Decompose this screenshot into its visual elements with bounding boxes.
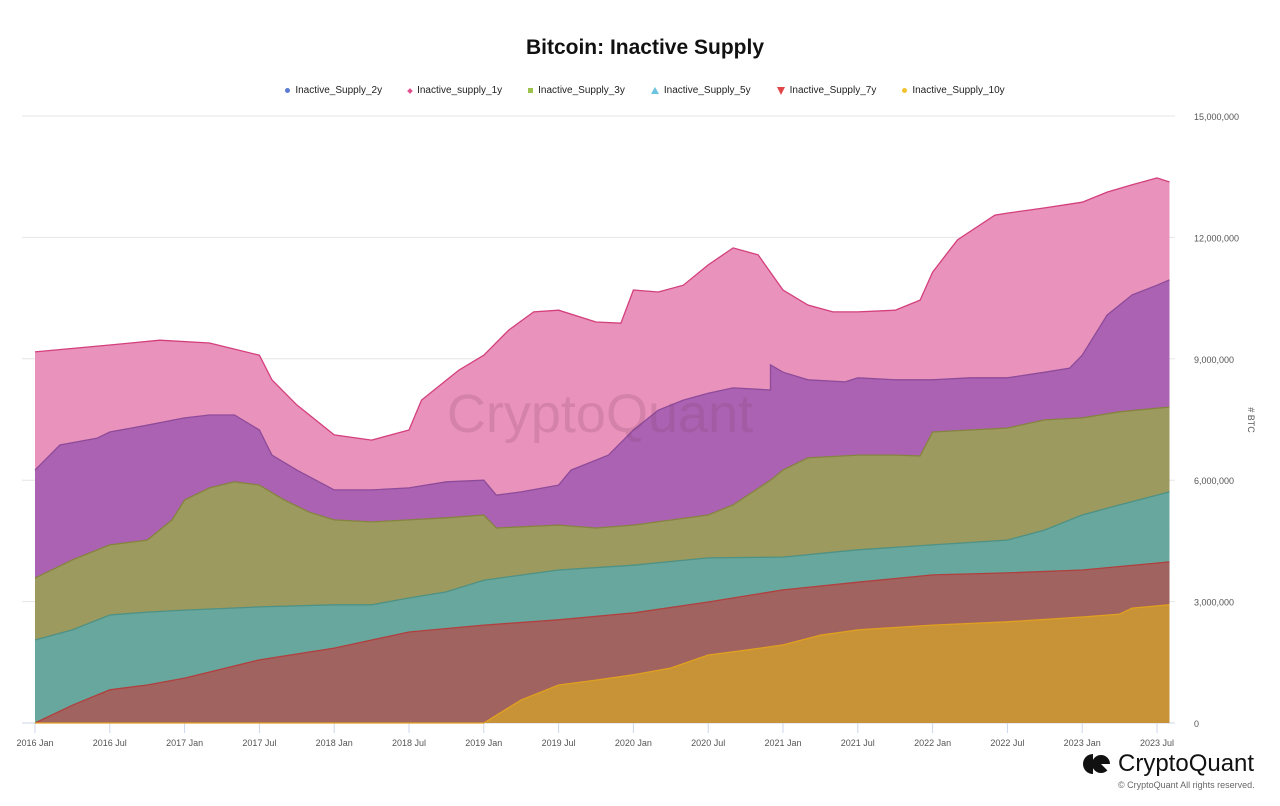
x-tick-label: 2016 Jan [16,738,53,748]
x-tick-label: 2020 Jul [691,738,725,748]
legend-label: Inactive_Supply_7y [789,85,877,96]
legend-label: Inactive_Supply_5y [663,85,751,96]
y-axis-label: # BTC [1246,407,1256,433]
legend-label: Inactive_Supply_10y [912,85,1005,96]
legend: Inactive_Supply_2y Inactive_supply_1y Inac… [0,85,1280,96]
chart-title: Bitcoin: Inactive Supply [525,36,765,59]
x-tick-label: 2016 Jul [93,738,127,748]
x-tick-label: 2017 Jul [242,738,276,748]
line-inactive_supply_7y [34,561,1170,724]
copyright: © CryptoQuant All rights reserved. [1118,780,1255,790]
cryptoquant-logo-icon [1083,754,1110,774]
y-tick-label: 15,000,000 [1194,112,1239,122]
legend-item[interactable]: Inactive_Supply_5y [650,85,751,96]
x-tick-label: 2023 Jan [1064,738,1101,748]
line-inactive_supply_10y [35,604,1170,724]
legend-label: Inactive_Supply_2y [295,85,383,96]
legend-item[interactable]: Inactive_Supply_2y [285,85,382,96]
legend-item[interactable]: Inactive_Supply_10y [902,85,1005,96]
y-tick-label: 9,000,000 [1194,355,1234,365]
legend-label: Inactive_Supply_3y [538,85,625,96]
cryptoquant-logo: CryptoQuant [1082,750,1254,778]
legend-item[interactable]: Inactive_supply_1y [407,85,503,96]
x-tick-label: 2019 Jul [542,738,576,748]
y-tick-label: 0 [1194,719,1199,729]
triangle-marker-icon [650,87,659,94]
watermark: CryptoQuant [447,384,753,444]
line-inactive_supply_2y [34,279,1170,496]
x-tick-label: 2022 Jul [990,738,1024,748]
x-tick-label: 2022 Jan [914,738,951,748]
x-tick-label: 2018 Jan [316,738,353,748]
y-tick-label: 3,000,000 [1194,598,1234,608]
y-tick-label: 6,000,000 [1194,476,1234,486]
triangle-down-marker-icon [776,86,785,95]
line-inactive_supply_1y [34,177,1170,441]
x-tick-label: 2019 Jan [465,738,502,748]
circle-marker-icon [902,88,908,93]
circle-marker-icon [285,88,291,93]
line-inactive_supply_3y [34,406,1170,579]
x-tick-label: 2023 Jul [1140,738,1174,748]
y-tick-label: 12,000,000 [1194,233,1239,243]
x-tick-label: 2021 Jan [764,738,801,748]
legend-item[interactable]: Inactive_Supply_7y [776,85,877,96]
x-tick-label: 2021 Jul [841,738,875,748]
x-tick-label: 2020 Jan [615,738,652,748]
area-inactive_supply_10y [35,604,1170,723]
x-tick-label: 2017 Jan [166,738,203,748]
square-marker-icon [528,88,534,93]
x-tick-label: 2018 Jul [392,738,426,748]
legend-label: Inactive_supply_1y [417,85,503,96]
logo-text: CryptoQuant [1118,750,1255,777]
line-inactive_supply_5y [34,491,1170,641]
legend-item[interactable]: Inactive_Supply_3y [528,85,625,96]
